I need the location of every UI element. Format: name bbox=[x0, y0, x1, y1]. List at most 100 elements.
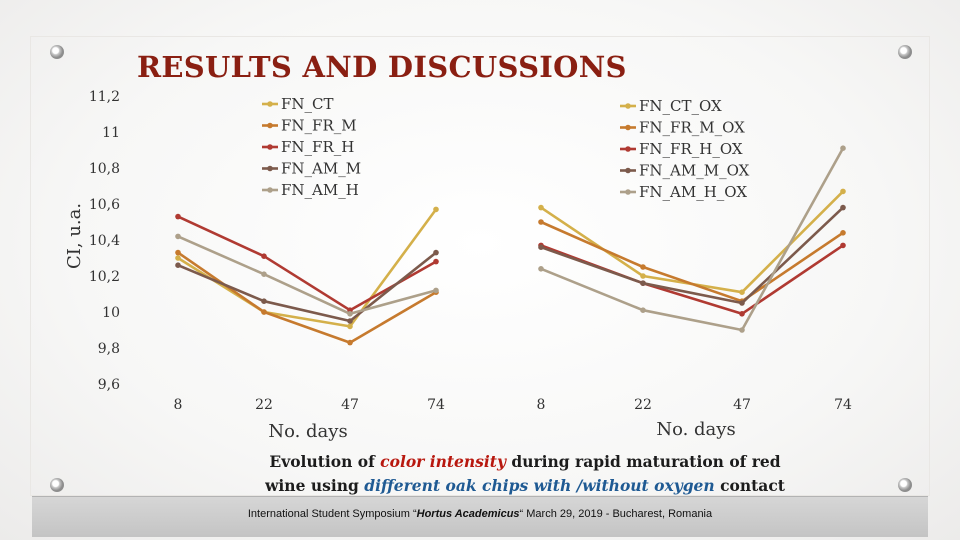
legend-label: FN_CT_OX bbox=[639, 97, 722, 115]
y-axis-title: CI, u.a. bbox=[64, 203, 85, 269]
data-point bbox=[538, 204, 544, 211]
series-line bbox=[540, 244, 844, 316]
y-tick-label: 10,8 bbox=[89, 161, 120, 177]
footer-bar: International Student Symposium “Hortus … bbox=[32, 496, 928, 537]
y-tick-label: 10 bbox=[102, 305, 120, 321]
footer-text: International Student Symposium “Hortus … bbox=[32, 508, 928, 520]
pin-icon bbox=[898, 45, 912, 59]
data-point bbox=[261, 309, 267, 315]
data-point bbox=[538, 266, 544, 272]
footer-date-location: “ March 29, 2019 - Bucharest, Romania bbox=[519, 508, 713, 520]
legend-label: FN_FR_M_OX bbox=[639, 119, 745, 137]
x-tick-label: 74 bbox=[427, 397, 445, 413]
legend-label: FN_AM_H_OX bbox=[639, 183, 747, 201]
caption-text: contact bbox=[714, 476, 785, 495]
data-point bbox=[840, 230, 846, 236]
y-tick-label: 10,4 bbox=[89, 233, 120, 249]
legend-label: FN_FR_H_OX bbox=[639, 140, 743, 158]
x-tick-label: 22 bbox=[255, 397, 273, 413]
data-point bbox=[739, 311, 745, 317]
series-line bbox=[177, 251, 437, 344]
legend-marker bbox=[267, 144, 273, 150]
footer-label: International Student Symposium “ bbox=[247, 508, 417, 520]
legend-marker bbox=[625, 103, 631, 109]
y-tick-label: 11,2 bbox=[89, 89, 120, 105]
data-point bbox=[538, 244, 544, 250]
data-point bbox=[739, 300, 745, 306]
y-tick-label: 10,6 bbox=[89, 197, 120, 213]
data-point bbox=[840, 204, 846, 211]
data-point bbox=[433, 287, 439, 294]
data-point bbox=[433, 206, 439, 213]
x-tick-label: 8 bbox=[537, 397, 546, 413]
slide-frame bbox=[30, 36, 930, 496]
data-point bbox=[538, 219, 544, 225]
pin-icon bbox=[50, 478, 64, 492]
caption-text: during rapid maturation of red wine usin… bbox=[265, 452, 781, 495]
y-tick-label: 9,8 bbox=[98, 341, 120, 357]
series-line bbox=[540, 220, 844, 303]
caption-text: Evolution of bbox=[269, 452, 381, 471]
x-axis-title: No. days bbox=[268, 421, 347, 442]
legend-marker bbox=[625, 124, 631, 131]
data-point bbox=[433, 249, 439, 256]
data-point bbox=[640, 264, 646, 270]
data-point bbox=[840, 188, 846, 195]
data-point bbox=[640, 273, 646, 279]
data-point bbox=[640, 307, 646, 314]
data-point bbox=[840, 145, 846, 151]
data-point bbox=[347, 318, 353, 324]
caption-highlight-color-intensity: color intensity bbox=[380, 452, 506, 471]
legend-label: FN_FR_H bbox=[281, 138, 354, 156]
series-line bbox=[177, 208, 438, 328]
data-point bbox=[433, 258, 439, 265]
series-line bbox=[540, 147, 845, 332]
legend-marker bbox=[267, 165, 273, 172]
data-point bbox=[261, 253, 267, 259]
data-point bbox=[739, 289, 745, 296]
legend-label: FN_FR_M bbox=[281, 117, 357, 135]
data-point bbox=[347, 323, 353, 330]
caption-highlight-oak-chips: different oak chips with /without oxygen bbox=[364, 476, 715, 495]
legend-label: FN_AM_M_OX bbox=[639, 162, 750, 180]
pin-icon bbox=[50, 45, 64, 59]
data-point bbox=[175, 213, 181, 220]
legend-marker bbox=[267, 101, 273, 107]
y-tick-label: 11 bbox=[102, 125, 120, 141]
x-tick-label: 8 bbox=[174, 397, 183, 413]
data-point bbox=[840, 242, 846, 249]
series-line bbox=[540, 206, 844, 305]
x-tick-label: 74 bbox=[834, 397, 852, 413]
data-point bbox=[640, 280, 646, 287]
data-point bbox=[347, 339, 353, 346]
x-tick-label: 22 bbox=[634, 397, 652, 413]
data-point bbox=[347, 311, 353, 317]
chart-caption: Evolution of color intensity during rapi… bbox=[250, 450, 800, 498]
legend-label: FN_AM_H bbox=[281, 181, 359, 199]
data-point bbox=[175, 233, 181, 240]
pin-icon bbox=[898, 478, 912, 492]
y-tick-label: 10,2 bbox=[89, 269, 120, 285]
data-point bbox=[175, 249, 181, 256]
legend-marker bbox=[267, 187, 273, 193]
data-point bbox=[739, 327, 745, 333]
footer-event-name: Hortus Academicus bbox=[416, 508, 520, 520]
legend-label: FN_CT bbox=[281, 95, 334, 113]
series-line bbox=[177, 235, 437, 316]
data-point bbox=[261, 271, 267, 278]
legend-marker bbox=[625, 189, 631, 195]
data-point bbox=[175, 255, 181, 261]
legend-marker bbox=[625, 167, 631, 174]
legend-label: FN_AM_M bbox=[281, 160, 361, 178]
y-tick-label: 9,6 bbox=[98, 377, 120, 393]
x-tick-label: 47 bbox=[341, 397, 359, 413]
slide-title: RESULTS AND DISCUSSIONS bbox=[137, 50, 627, 84]
data-point bbox=[175, 262, 181, 269]
legend-marker bbox=[625, 146, 631, 152]
data-point bbox=[261, 298, 267, 305]
legend-marker bbox=[267, 122, 273, 129]
series-line bbox=[177, 251, 437, 323]
x-axis-title: No. days bbox=[656, 419, 735, 440]
